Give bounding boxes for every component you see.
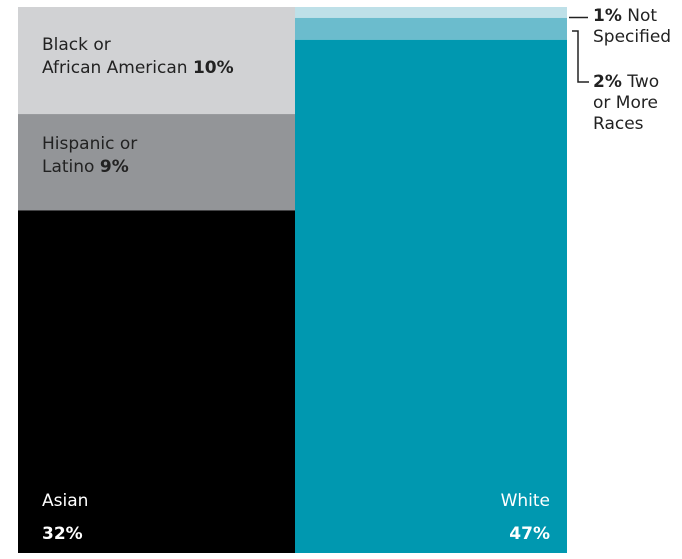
- label-black-line1: Black or: [42, 35, 111, 55]
- value-hispanic: 9%: [99, 157, 129, 177]
- label-two-line1: Two: [627, 72, 660, 92]
- rect-two-or-more-races: [295, 17, 567, 40]
- label-black-or-african-american: Black or African American 10%: [42, 34, 234, 80]
- label-two-line2: or More: [593, 93, 658, 113]
- value-two-or-more: 2%: [593, 72, 622, 92]
- label-not-specified: 1% Not Specified: [593, 6, 671, 48]
- rect-hispanic-or-latino: [18, 114, 295, 211]
- value-not-specified: 1%: [593, 6, 622, 26]
- rect-white: [295, 39, 567, 553]
- label-asian: Asian 32%: [42, 485, 88, 551]
- label-two-or-more-races: 2% Two or More Races: [593, 72, 659, 135]
- label-asian-name: Asian: [42, 491, 89, 511]
- label-hispanic-line2: Latino: [42, 157, 95, 177]
- label-black-line2: African American: [42, 58, 188, 78]
- rect-black-or-african-american: [18, 7, 295, 115]
- value-black: 10%: [192, 58, 234, 78]
- leader-two-or-more-races: [572, 30, 589, 83]
- label-hispanic-or-latino: Hispanic or Latino 9%: [42, 133, 137, 179]
- value-asian: 32%: [42, 524, 83, 544]
- label-two-line3: Races: [593, 114, 644, 134]
- label-not-specified-line1: Not: [627, 6, 658, 26]
- label-white: White 47%: [501, 485, 550, 551]
- rect-not-specified: [295, 7, 567, 18]
- label-hispanic-line1: Hispanic or: [42, 134, 138, 154]
- label-white-name: White: [500, 491, 550, 511]
- rect-asian: [18, 210, 295, 554]
- label-not-specified-line2: Specified: [593, 27, 672, 47]
- value-white: 47%: [509, 524, 550, 544]
